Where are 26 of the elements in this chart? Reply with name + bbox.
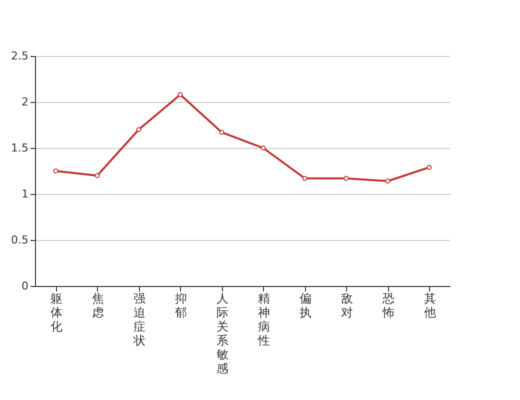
- point: [219, 130, 224, 135]
- point: [136, 127, 142, 132]
- y-tick-label: 2: [22, 96, 28, 108]
- point: [53, 168, 58, 174]
- point: [344, 176, 349, 181]
- x-tick-label: 恐怖: [381, 292, 394, 320]
- y-tick-label: 0: [22, 280, 28, 292]
- x-tick-label: 精神病性: [256, 292, 270, 348]
- x-tick-label: 焦虑: [92, 292, 104, 320]
- point: [260, 146, 266, 150]
- x-tick-label: 躯体化: [50, 292, 62, 334]
- y-tick-label: 1.5: [11, 142, 28, 154]
- point: [385, 178, 390, 184]
- x-tick-label: 强迫症状: [132, 292, 146, 348]
- x-tick-label: 抑郁: [174, 292, 187, 320]
- x-tick-label: 其他: [424, 292, 436, 320]
- point: [94, 173, 100, 178]
- x-tick-label: 偏执: [299, 292, 312, 320]
- x-tick-label: 人际关系敏感: [216, 292, 228, 376]
- point: [426, 164, 432, 170]
- y-tick-label: 1: [22, 188, 28, 200]
- y-tick-label: 0.5: [11, 234, 28, 246]
- point: [302, 176, 308, 181]
- x-tick-label: 敌对: [340, 292, 353, 320]
- point: [178, 92, 183, 98]
- y-tick-label: 2.5: [11, 50, 28, 62]
